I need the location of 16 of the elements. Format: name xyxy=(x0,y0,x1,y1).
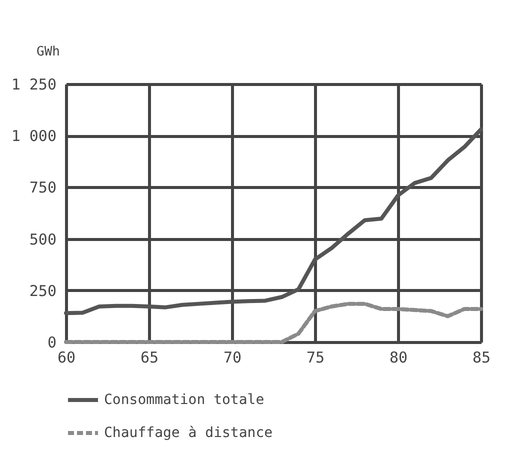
y-tick-label: 1 250 xyxy=(11,76,56,94)
y-tick-label: 250 xyxy=(29,282,56,300)
x-tick-label: 80 xyxy=(389,348,408,366)
x-tick-label: 60 xyxy=(57,348,76,366)
legend-label: Chauffage à distance xyxy=(104,425,273,441)
y-tick-label: 500 xyxy=(29,230,56,248)
y-tick-label: 0 xyxy=(47,334,56,352)
y-tick-label: 750 xyxy=(29,178,56,197)
x-tick-label: 75 xyxy=(306,348,325,366)
x-tick-label: 70 xyxy=(223,348,242,366)
y-axis-title: GWh xyxy=(36,44,60,60)
legend-label: Consommation totale xyxy=(104,392,264,408)
x-tick-label: 85 xyxy=(472,348,491,366)
y-tick-label: 1 000 xyxy=(11,127,56,146)
x-tick-label: 65 xyxy=(140,348,159,366)
line-series xyxy=(64,127,483,316)
